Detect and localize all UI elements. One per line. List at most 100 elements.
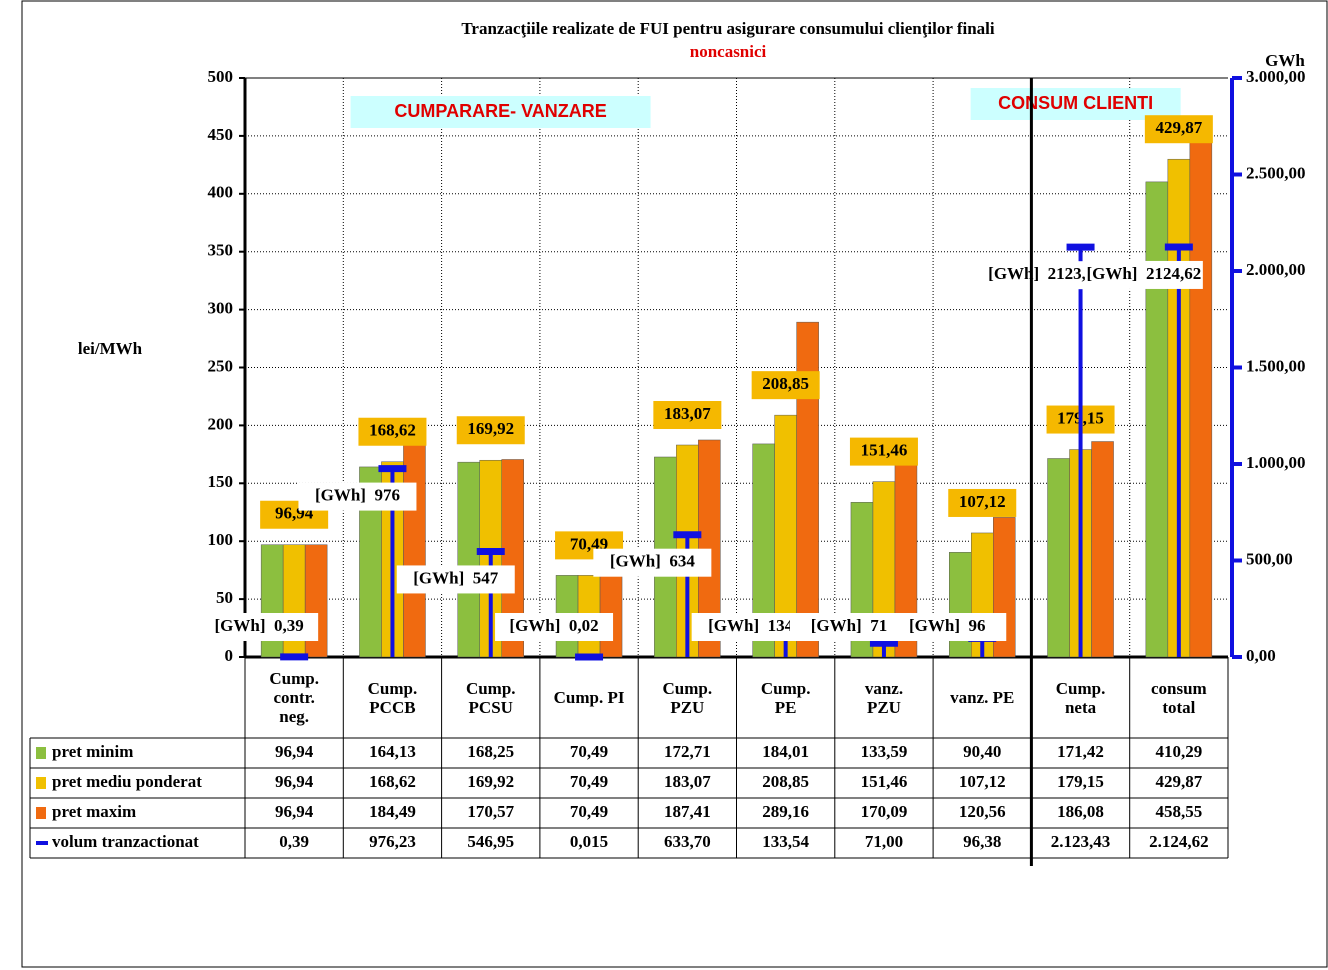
value-label-box — [1144, 115, 1213, 144]
y-tick-label: 0 — [225, 646, 234, 665]
y-tick-label: 50 — [216, 588, 233, 607]
table-cell: 96,94 — [275, 802, 314, 821]
volume-label-box — [888, 613, 1007, 641]
volume-label: [GWh] 547 — [413, 568, 499, 587]
value-label-box — [751, 371, 820, 400]
category-label: Cump. PCCB — [367, 678, 418, 717]
table-cell: 458,55 — [1155, 802, 1202, 821]
y2-tick-label: 3.000,00 — [1246, 67, 1306, 86]
value-label: 183,07 — [664, 404, 711, 423]
table-cell: 107,12 — [959, 772, 1006, 791]
legend-swatch — [36, 777, 46, 789]
volume-label: [GWh] 96 — [909, 616, 986, 635]
y-tick-label: 100 — [208, 530, 234, 549]
table-cell: 70,49 — [570, 742, 608, 761]
table-cell: 170,57 — [467, 802, 514, 821]
frame — [21, 0, 1328, 968]
y-tick-label: 350 — [208, 241, 234, 260]
table-cell: 133,59 — [861, 742, 908, 761]
value-label-box — [456, 416, 525, 445]
volume-label: [GWh] 0,39 — [215, 616, 304, 635]
bar — [796, 321, 819, 658]
table-cell: 169,92 — [467, 772, 514, 791]
volume-label-box — [200, 613, 319, 641]
table-cell: 133,54 — [762, 832, 809, 851]
table-cell: 179,15 — [1057, 772, 1104, 791]
category-label: Cump. PCSU — [465, 678, 516, 717]
table-cell: 70,49 — [570, 772, 608, 791]
volume-label-box — [495, 613, 614, 641]
bar — [698, 439, 721, 658]
table-cell: 172,71 — [664, 742, 711, 761]
y2-tick-label: 2.000,00 — [1246, 260, 1306, 279]
table-cell: 96,38 — [963, 832, 1001, 851]
table-cell: 208,85 — [762, 772, 809, 791]
value-label: 208,85 — [762, 374, 809, 393]
table-cell: 0,015 — [570, 832, 608, 851]
table-cell: 633,70 — [664, 832, 711, 851]
y2-axis-label: GWh — [1265, 51, 1305, 70]
value-label-box — [849, 437, 918, 466]
table-cell: 70,49 — [570, 802, 608, 821]
category-label: Cump. neta — [1055, 678, 1106, 717]
y-tick-label: 150 — [208, 472, 234, 491]
y-tick-label: 200 — [208, 414, 234, 433]
y2-tick-label: 500,00 — [1246, 549, 1293, 568]
category-label: vanz. PE — [950, 688, 1015, 707]
value-label: 107,12 — [959, 492, 1006, 511]
table-cell: 184,01 — [762, 742, 809, 761]
volume-label-box — [396, 565, 515, 594]
value-label: 169,92 — [467, 419, 514, 438]
category-label: Cump. PI — [553, 688, 625, 707]
y2-tick-label: 1.500,00 — [1246, 356, 1306, 375]
table-cell: 2.124,62 — [1149, 832, 1209, 851]
bar — [1189, 125, 1213, 658]
value-label-box — [358, 417, 427, 446]
table-cell: 186,08 — [1057, 802, 1104, 821]
table-cell: 120,56 — [959, 802, 1006, 821]
category-label: Cump. contr. neg. — [269, 669, 319, 726]
legend-swatch — [36, 747, 46, 759]
table-cell: 976,23 — [369, 832, 416, 851]
legend-label: pret mediu ponderat — [52, 772, 202, 791]
table-cell: 410,29 — [1155, 742, 1202, 761]
bar — [1145, 181, 1169, 658]
table-cell: 168,62 — [369, 772, 416, 791]
legend-label: volum tranzactionat — [52, 832, 199, 851]
y-tick-label: 500 — [208, 67, 234, 86]
table-cell: 96,94 — [275, 772, 314, 791]
y-tick-label: 400 — [208, 183, 234, 202]
y-tick-label: 300 — [208, 299, 234, 318]
bar — [457, 461, 480, 658]
y-tick-label: 250 — [208, 356, 234, 375]
table-cell: 2.123,43 — [1051, 832, 1111, 851]
category-label: Cump. PZU — [662, 678, 713, 717]
table-cell: 289,16 — [762, 802, 809, 821]
bar — [1091, 441, 1114, 658]
table-cell: 0,39 — [279, 832, 309, 851]
table-cell: 183,07 — [664, 772, 711, 791]
table-cell: 164,13 — [369, 742, 416, 761]
volume-label: [GWh] 0,02 — [509, 616, 598, 635]
legend-label: pret minim — [52, 742, 133, 761]
value-label: 168,62 — [369, 421, 416, 440]
volume-label: [GWh] 2124,62 — [1086, 264, 1201, 283]
annotation: CUMPARARE- VANZARE — [394, 101, 606, 121]
category-label: vanz. PZU — [864, 678, 904, 717]
value-label: 429,87 — [1155, 118, 1202, 137]
table-cell: 96,94 — [275, 742, 314, 761]
volume-label: [GWh] 71 — [811, 616, 888, 635]
category-label: Cump. PE — [760, 678, 811, 717]
y2-tick-label: 2.500,00 — [1246, 163, 1306, 182]
y-tick-label: 450 — [208, 125, 234, 144]
value-label-box — [653, 401, 722, 430]
table-cell: 187,41 — [664, 802, 711, 821]
volume-label: [GWh] 2123,43 — [988, 264, 1103, 283]
legend-swatch — [36, 807, 46, 819]
value-label: 151,46 — [861, 441, 908, 460]
table-cell: 151,46 — [861, 772, 908, 791]
annotation-box — [350, 96, 651, 128]
table-cell: 90,40 — [963, 742, 1001, 761]
annotation-box — [970, 88, 1181, 120]
